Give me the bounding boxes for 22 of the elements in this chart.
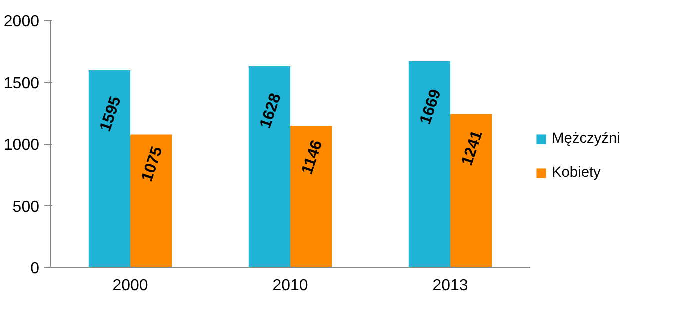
x-tick-label: 2000	[112, 278, 148, 294]
legend-label: Mężczyźni	[552, 130, 620, 146]
data-label: 1146	[299, 138, 326, 177]
y-tick-label: 1000	[4, 137, 40, 154]
bar	[290, 126, 332, 268]
bar	[88, 70, 130, 268]
legend-label: Kobiety	[552, 164, 601, 180]
data-label: 1075	[139, 144, 166, 184]
bar	[248, 66, 290, 268]
x-tick-label: 2013	[432, 278, 468, 294]
y-tick-label: 2000	[4, 14, 40, 30]
data-label: 1628	[257, 91, 285, 131]
bar	[450, 114, 492, 268]
x-tick-label: 2010	[272, 278, 308, 294]
data-label: 1669	[417, 88, 445, 127]
y-tick-label: 0	[30, 260, 40, 278]
data-label: 1595	[97, 94, 125, 134]
bar	[408, 61, 450, 268]
y-tick-label: 500	[12, 198, 40, 216]
data-label: 1241	[459, 128, 486, 168]
y-tick-label: 1500	[4, 75, 40, 92]
bar	[130, 134, 172, 268]
